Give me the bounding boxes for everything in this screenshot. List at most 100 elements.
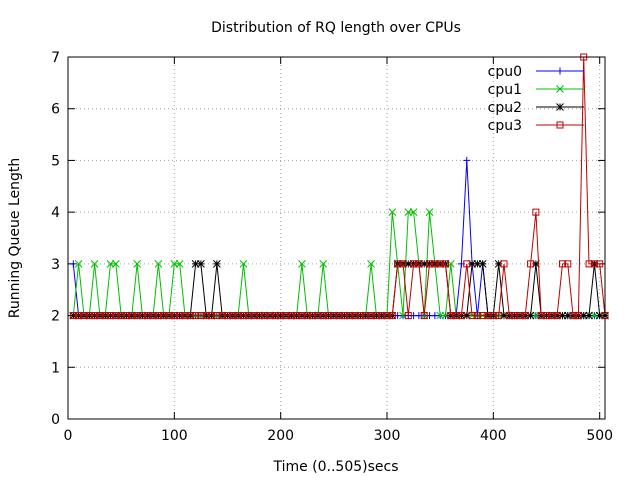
data-point-cpu3: [176, 312, 184, 320]
data-point-cpu3: [335, 312, 343, 320]
plot-frame: [67, 56, 606, 420]
data-point-cpu3: [122, 312, 130, 320]
data-point-cpu3: [340, 312, 348, 320]
data-point-cpu3: [346, 312, 354, 320]
data-point-cpu3: [367, 312, 375, 320]
data-point-cpu3: [170, 312, 178, 320]
data-point-cpu1: [239, 260, 248, 268]
series-layer: [69, 53, 609, 320]
data-point-cpu3: [266, 312, 274, 320]
data-point-cpu3: [468, 312, 476, 320]
data-point-cpu3: [80, 312, 88, 320]
data-point-cpu3: [224, 312, 232, 320]
data-point-cpu2: [404, 260, 413, 268]
data-point-cpu3: [473, 312, 481, 320]
data-point-cpu2: [526, 311, 535, 320]
data-point-cpu3: [192, 312, 200, 320]
data-point-cpu3: [218, 312, 226, 320]
legend: cpu0 cpu1 cpu2 cpu3: [488, 64, 584, 134]
x-tick-label: 400: [480, 428, 507, 444]
data-point-cpu3: [287, 312, 295, 320]
data-point-cpu3: [69, 312, 77, 320]
data-point-cpu1: [74, 260, 83, 268]
y-tick-label: 4: [51, 205, 60, 221]
y-tick-label: 6: [51, 102, 60, 118]
legend-item-cpu0: cpu0: [488, 64, 584, 80]
data-point-cpu3: [596, 260, 604, 268]
data-point-cpu3: [330, 312, 338, 320]
data-point-cpu1: [133, 260, 141, 268]
data-point-cpu3: [426, 260, 434, 268]
data-point-cpu3: [351, 312, 359, 320]
data-point-cpu3: [372, 312, 380, 320]
data-point-cpu3: [149, 312, 157, 320]
data-point-cpu1: [298, 260, 306, 268]
grid: [68, 57, 605, 419]
x-tick-label: 100: [161, 428, 188, 444]
data-point-cpu2: [494, 260, 503, 268]
data-point-cpu3: [239, 312, 247, 320]
data-point-cpu3: [75, 312, 83, 320]
data-point-cpu3: [505, 312, 513, 320]
data-point-cpu3: [96, 312, 104, 320]
series-line-cpu0: [72, 160, 605, 317]
data-point-cpu3: [548, 312, 556, 320]
chart-title: Distribution of RQ length over CPUs: [211, 20, 461, 36]
data-point-cpu3: [160, 312, 168, 320]
data-point-cpu3: [484, 312, 492, 320]
data-point-cpu3: [154, 312, 162, 320]
data-point-cpu3: [117, 312, 125, 320]
data-point-cpu3: [202, 312, 210, 320]
series-line-cpu2: [73, 263, 605, 317]
data-point-cpu0: [69, 260, 77, 268]
legend-label: cpu3: [488, 118, 522, 134]
series-line-cpu1: [72, 211, 605, 317]
data-point-cpu3: [479, 312, 487, 320]
x-tick-label: 200: [267, 428, 294, 444]
data-point-cpu0: [463, 156, 471, 164]
data-point-cpu3: [543, 312, 551, 320]
data-point-cpu1: [90, 260, 99, 268]
legend-item-cpu2: cpu2: [488, 100, 584, 116]
y-axis-label: Running Queue Length: [7, 158, 23, 319]
data-point-cpu3: [378, 312, 386, 320]
data-point-cpu1: [409, 208, 418, 216]
data-point-cpu3: [447, 312, 455, 320]
data-point-cpu1: [425, 208, 434, 216]
data-point-cpu3: [569, 312, 577, 320]
data-point-cpu3: [537, 312, 545, 320]
data-point-cpu2: [478, 260, 487, 268]
series-line-cpu3: [73, 56, 606, 317]
data-point-cpu2: [462, 311, 471, 320]
legend-item-cpu1: cpu1: [488, 82, 584, 98]
data-point-cpu3: [574, 312, 582, 320]
data-point-cpu2: [558, 311, 567, 320]
data-point-cpu3: [521, 312, 529, 320]
data-point-cpu3: [590, 260, 598, 268]
data-point-cpu3: [101, 312, 109, 320]
x-tick-label: 500: [586, 428, 613, 444]
data-point-cpu3: [255, 312, 263, 320]
legend-marker: [556, 103, 564, 111]
data-point-cpu3: [144, 312, 152, 320]
data-point-cpu3: [564, 260, 572, 268]
data-point-cpu3: [309, 312, 317, 320]
data-point-cpu3: [138, 312, 146, 320]
y-tick-label: 7: [51, 50, 60, 66]
data-point-cpu3: [356, 312, 364, 320]
data-point-cpu2: [532, 260, 540, 268]
data-point-cpu3: [298, 312, 306, 320]
data-point-cpu3: [495, 312, 503, 320]
data-point-cpu1: [111, 260, 120, 268]
data-point-cpu3: [431, 260, 439, 268]
legend-label: cpu1: [488, 82, 522, 98]
legend-item-cpu3: cpu3: [488, 118, 584, 134]
data-point-cpu3: [511, 312, 519, 320]
data-point-cpu3: [197, 312, 205, 320]
data-point-cpu3: [399, 260, 407, 268]
data-point-cpu3: [489, 312, 497, 320]
data-point-cpu2: [579, 311, 588, 320]
data-point-cpu2: [420, 260, 429, 268]
x-tick-label: 300: [374, 428, 401, 444]
